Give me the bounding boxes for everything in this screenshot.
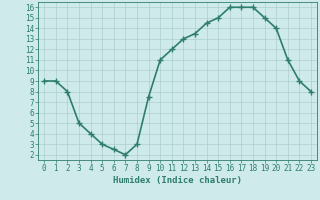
X-axis label: Humidex (Indice chaleur): Humidex (Indice chaleur) (113, 176, 242, 185)
